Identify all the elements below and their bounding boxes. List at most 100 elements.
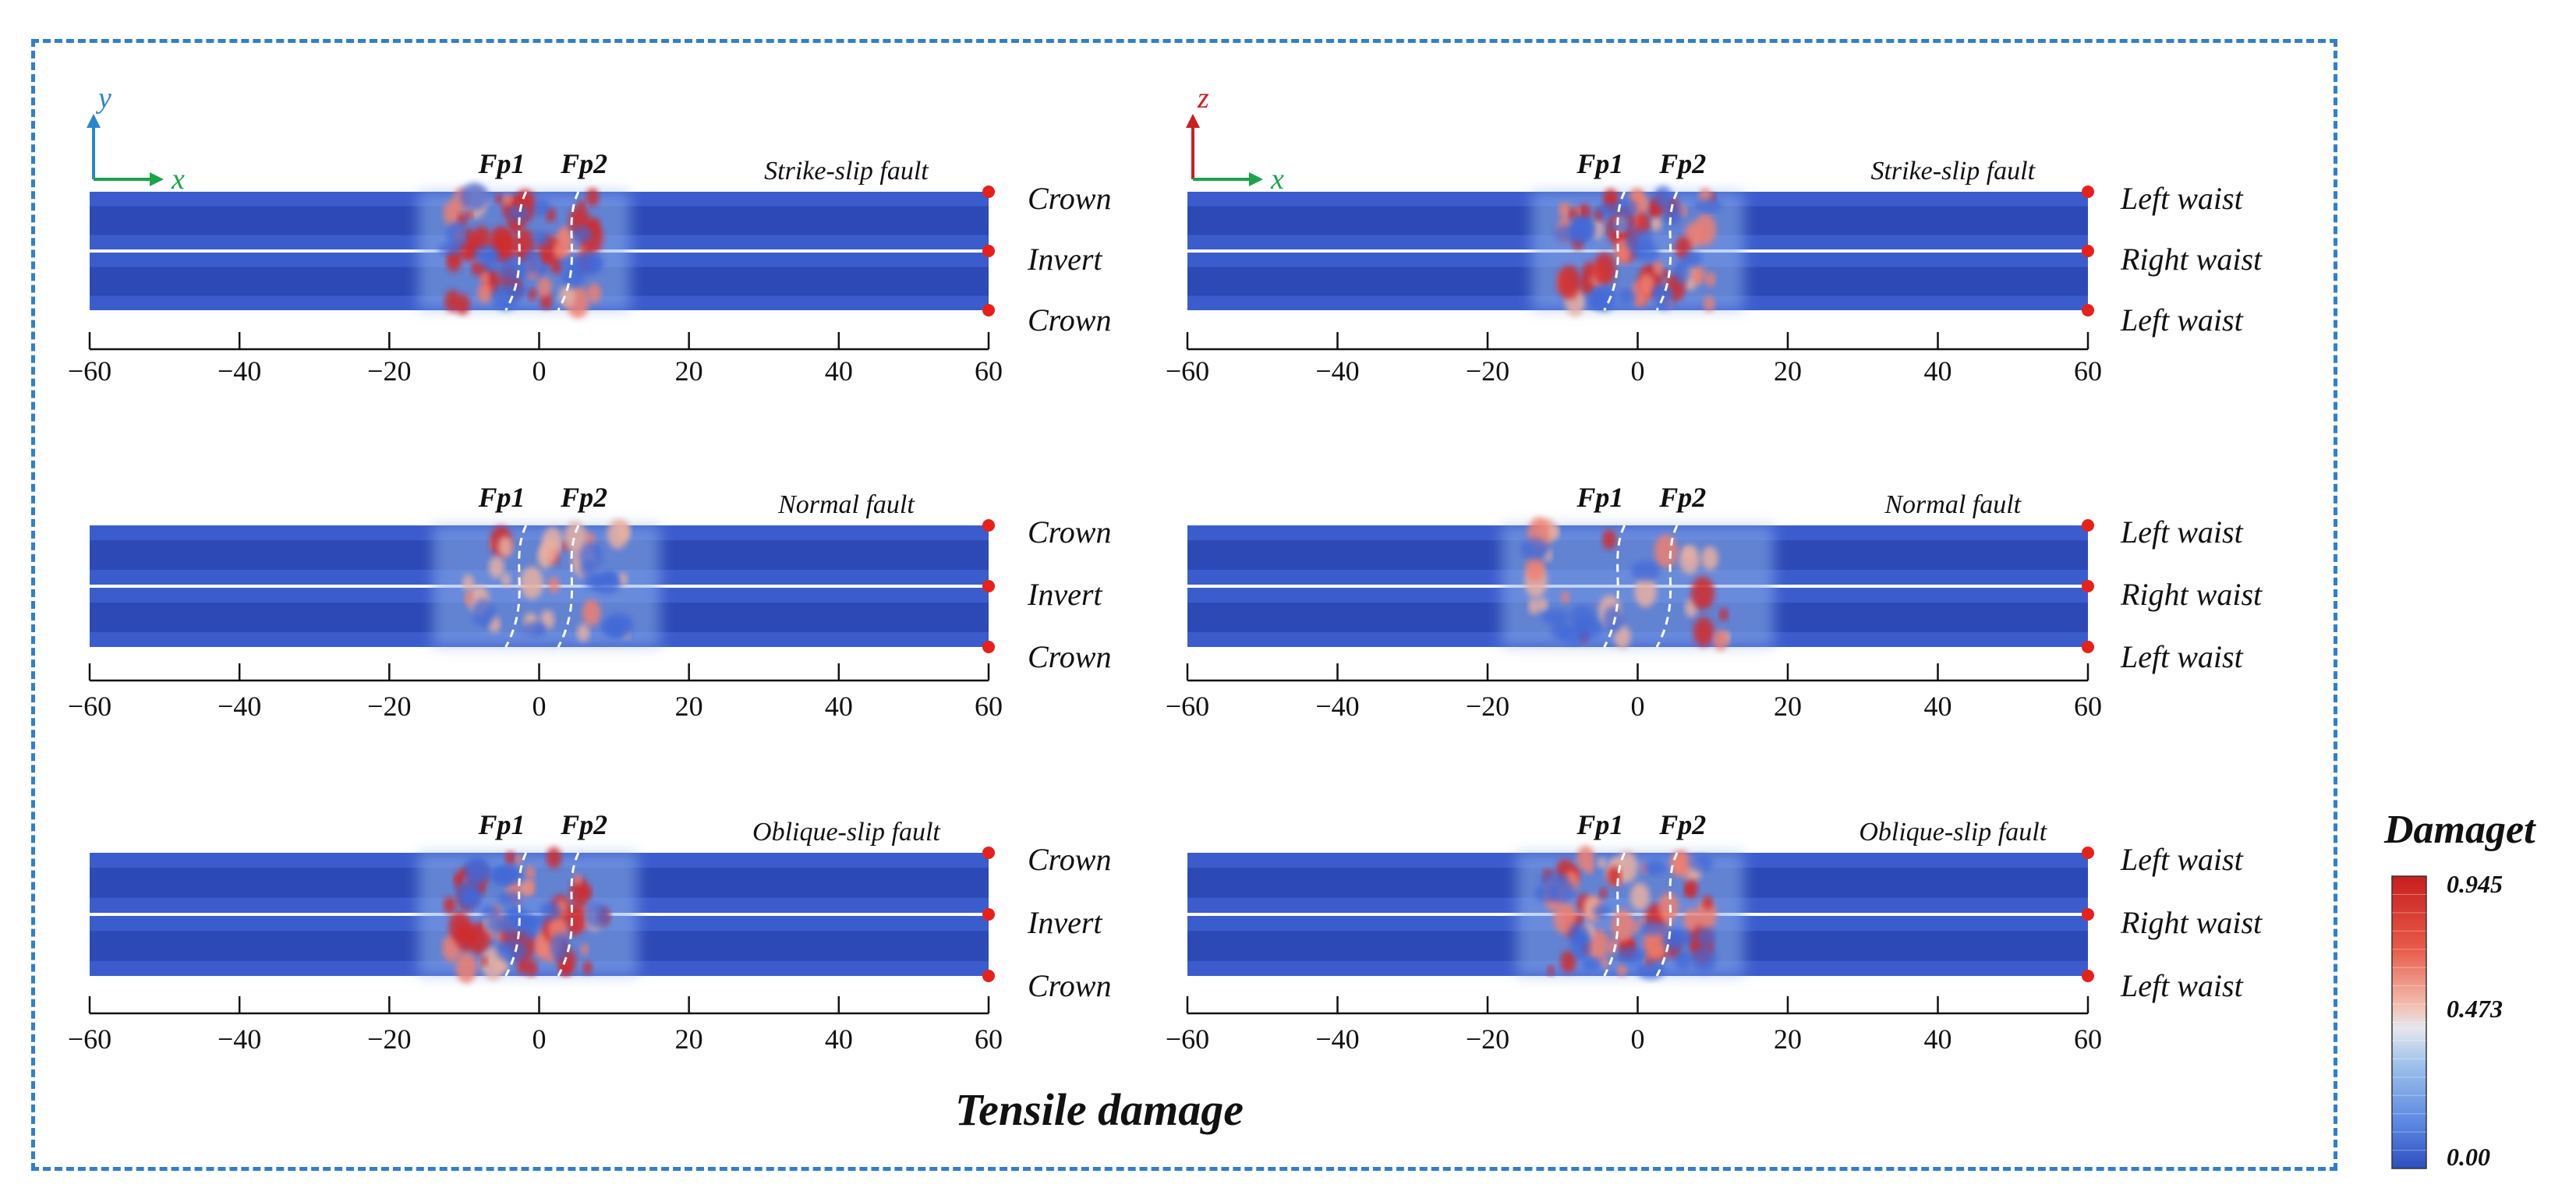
fault-plane-line-1 bbox=[504, 191, 528, 311]
damage-blob bbox=[1525, 554, 1545, 582]
position-label: Invert bbox=[1027, 905, 1102, 940]
fault-type-label: Normal fault bbox=[1884, 490, 2022, 519]
position-marker bbox=[982, 245, 995, 257]
damage-blob bbox=[1693, 617, 1714, 647]
damage-blob bbox=[537, 277, 552, 298]
damage-blob bbox=[1614, 624, 1631, 649]
fault-type-label: Oblique-slip fault bbox=[752, 818, 941, 847]
vertical-axis-glyph: y bbox=[95, 82, 111, 115]
fault-plane-line-2 bbox=[557, 525, 580, 648]
position-label: Right waist bbox=[2120, 242, 2263, 277]
damage-blob bbox=[1634, 575, 1657, 608]
panel-nf-top: Fp1 Fp2 Normal fault Crown Invert Crown −60 −40… bbox=[68, 482, 1112, 722]
x-tick-label: 60 bbox=[975, 691, 1003, 722]
damage-blob bbox=[1593, 253, 1616, 285]
x-tick-label: 40 bbox=[825, 691, 853, 722]
position-marker bbox=[2082, 970, 2094, 982]
x-tick-label: −60 bbox=[1166, 1023, 1209, 1055]
intact-patch bbox=[1572, 932, 1591, 945]
fault-plane-line-2 bbox=[1655, 852, 1679, 977]
fault-type-label: Normal fault bbox=[777, 490, 915, 519]
damage-blob bbox=[464, 592, 474, 605]
intact-patch bbox=[582, 253, 604, 272]
x-tick-label: −60 bbox=[1166, 355, 1209, 387]
colorbar bbox=[2391, 875, 2427, 1169]
intact-patch bbox=[1618, 289, 1637, 305]
fault-label-fp2: Fp2 bbox=[560, 148, 607, 179]
x-tick-label: −40 bbox=[1315, 691, 1359, 722]
damage-blob bbox=[501, 573, 511, 587]
damage-blob bbox=[540, 538, 559, 564]
damage-blob bbox=[1651, 215, 1661, 232]
position-marker bbox=[2082, 186, 2094, 198]
intact-patch bbox=[1551, 620, 1571, 641]
intact-patch bbox=[463, 857, 487, 885]
vertical-arrow-head bbox=[1186, 114, 1200, 128]
position-marker bbox=[2082, 908, 2094, 921]
position-marker bbox=[982, 580, 995, 592]
damage-blob bbox=[1553, 901, 1576, 935]
fault-label-fp1: Fp1 bbox=[1576, 482, 1623, 513]
intact-patch bbox=[1631, 560, 1661, 582]
damage-blob bbox=[1695, 900, 1717, 931]
damage-blob bbox=[616, 521, 631, 541]
intact-patch bbox=[1625, 229, 1654, 254]
x-tick-label: 20 bbox=[1774, 1023, 1802, 1055]
damage-blob bbox=[1634, 212, 1651, 235]
intact-patch bbox=[1539, 872, 1569, 886]
intact-patch bbox=[1603, 606, 1623, 633]
damage-zone bbox=[1501, 517, 1775, 651]
intact-patch bbox=[485, 918, 508, 933]
intact-patch bbox=[497, 892, 523, 906]
fault-label-fp1: Fp1 bbox=[477, 148, 525, 179]
x-tick-label: −20 bbox=[1466, 1023, 1509, 1055]
fault-plane-line-2 bbox=[1655, 525, 1679, 648]
damage-blob bbox=[448, 911, 471, 943]
fault-plane-line-1 bbox=[1603, 191, 1626, 311]
damage-zone bbox=[1531, 186, 1744, 317]
damage-blob bbox=[577, 200, 586, 211]
fault-label-fp2: Fp2 bbox=[560, 809, 607, 840]
intact-patch bbox=[496, 938, 528, 963]
position-label: Left waist bbox=[2120, 181, 2244, 216]
intact-patch bbox=[550, 932, 569, 961]
fault-plane-line-1 bbox=[504, 525, 528, 648]
horizontal-arrow-head bbox=[1249, 172, 1263, 186]
horizontal-axis-glyph: x bbox=[1270, 163, 1284, 196]
damage-blob bbox=[1713, 629, 1729, 651]
intact-patch bbox=[473, 245, 498, 262]
intact-patch bbox=[1591, 284, 1617, 312]
intact-patch bbox=[446, 221, 468, 249]
intact-patch bbox=[459, 182, 489, 211]
damage-blob bbox=[1560, 950, 1576, 973]
damage-blob bbox=[528, 288, 536, 301]
damage-zone bbox=[418, 182, 631, 319]
x-tick-label: 20 bbox=[675, 1023, 703, 1055]
damage-blob bbox=[515, 854, 522, 864]
intact-patch bbox=[1615, 946, 1645, 965]
position-label: Crown bbox=[1028, 639, 1111, 674]
position-label: Left waist bbox=[2120, 968, 2244, 1003]
damage-blob bbox=[546, 847, 561, 869]
damage-blob bbox=[582, 599, 601, 627]
intact-patch bbox=[1640, 921, 1669, 935]
position-label: Invert bbox=[1027, 577, 1102, 612]
damage-blob bbox=[480, 270, 490, 285]
intact-patch bbox=[1643, 860, 1667, 875]
intact-patch bbox=[1694, 198, 1723, 213]
x-tick-label: 40 bbox=[825, 1023, 853, 1055]
damage-blob bbox=[471, 260, 483, 276]
fault-plane-line-2 bbox=[557, 852, 580, 977]
damage-blob bbox=[525, 865, 536, 880]
x-tick-label: 60 bbox=[2074, 1023, 2102, 1055]
damage-blob bbox=[466, 210, 473, 220]
x-tick-label: 40 bbox=[1924, 691, 1952, 722]
damage-blob bbox=[1561, 591, 1570, 603]
damage-blob bbox=[1598, 857, 1606, 868]
damage-blob bbox=[1629, 882, 1650, 910]
x-tick-label: 0 bbox=[533, 691, 547, 722]
intact-patch bbox=[525, 261, 549, 276]
damage-blob bbox=[444, 290, 461, 313]
intact-patch bbox=[1682, 251, 1703, 267]
